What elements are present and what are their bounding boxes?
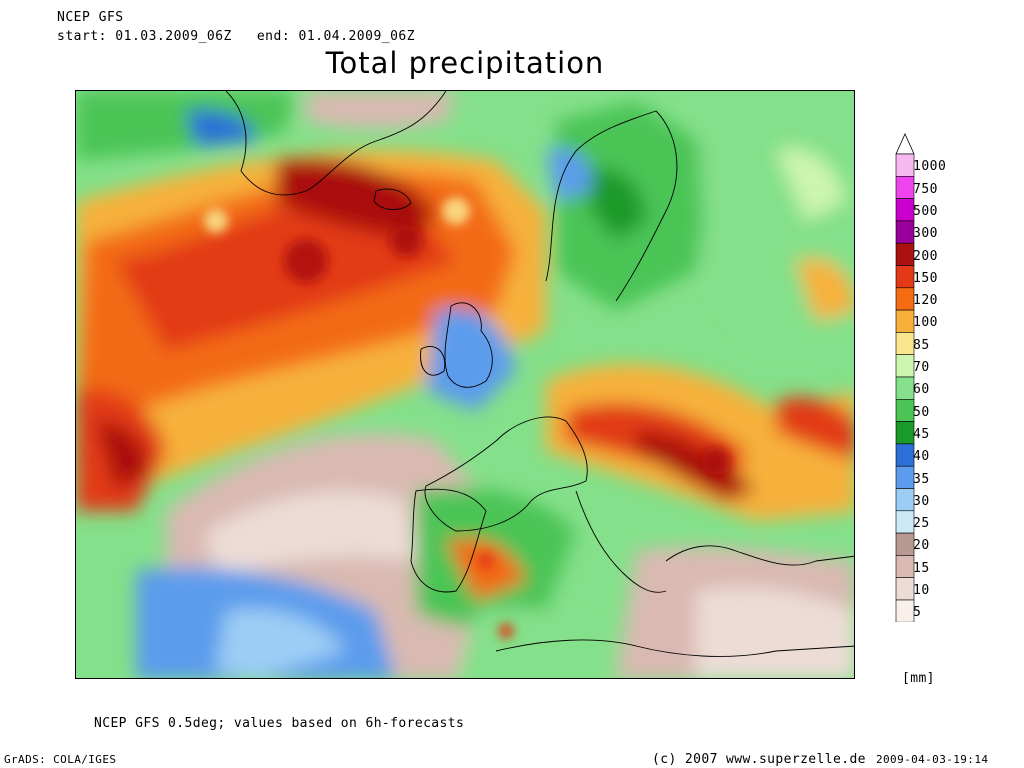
legend-swatch-200 (895, 242, 915, 266)
legend-label-50: 50 (913, 404, 930, 420)
legend-swatch-85 (895, 332, 915, 355)
grads-credit: GrADS: COLA/IGES (4, 753, 117, 766)
legend-swatch-300 (895, 220, 915, 244)
units-label: [mm] (902, 671, 935, 686)
legend-label-40: 40 (913, 449, 930, 465)
legend-label-70: 70 (913, 360, 930, 375)
legend-swatch-10 (895, 577, 915, 601)
legend-label-750: 750 (913, 181, 938, 197)
legend-swatch-750 (895, 175, 915, 199)
legend-label-300: 300 (913, 226, 938, 242)
legend-swatch-20 (895, 532, 915, 556)
end-date: 01.04.2009_06Z (298, 29, 416, 44)
period-line: start: 01.03.2009_06Z end: 01.04.2009_06… (57, 29, 415, 44)
map-title: Total precipitation (325, 46, 605, 80)
legend-swatch-45 (895, 421, 915, 445)
end-label: end: (256, 29, 291, 44)
legend-swatch-100 (895, 309, 915, 333)
legend-swatch-35 (895, 465, 915, 489)
timestamp: 2009-04-03-19:14 (876, 753, 989, 766)
legend-label-60: 60 (913, 382, 930, 398)
legend-swatch-500 (895, 198, 915, 222)
model-name: NCEP GFS (57, 10, 124, 25)
legend-label-200: 200 (913, 248, 938, 264)
legend-swatch-30 (895, 488, 915, 512)
legend-label-15: 15 (913, 560, 930, 576)
legend-swatch-120 (895, 287, 915, 311)
legend-label-500: 500 (913, 203, 938, 219)
legend-swatch-60 (895, 376, 915, 400)
legend-swatch-15 (895, 555, 915, 578)
precipitation-map (75, 90, 855, 679)
legend-label-1000: 1000 (913, 159, 947, 175)
legend-swatch-25 (895, 510, 915, 534)
legend-label-100: 100 (913, 315, 938, 331)
legend-swatch-40 (895, 443, 915, 467)
legend-swatch-5 (895, 599, 915, 622)
legend-swatch-50 (895, 398, 915, 422)
legend-top-arrow (895, 133, 915, 155)
legend-swatch-150 (895, 265, 915, 289)
legend-label-45: 45 (913, 426, 930, 442)
start-date: 01.03.2009_06Z (115, 29, 232, 44)
legend-label-150: 150 (913, 270, 938, 286)
legend-label-85: 85 (913, 337, 930, 353)
start-label: start: (57, 29, 107, 44)
precipitation-field (76, 91, 854, 678)
legend-label-5: 5 (913, 605, 922, 621)
legend-label-30: 30 (913, 493, 930, 509)
legend-label-120: 120 (913, 293, 938, 309)
legend-swatch-1000 (895, 153, 915, 177)
legend-swatch-70 (895, 354, 915, 378)
copyright: (c) 2007 www.superzelle.de (652, 752, 866, 767)
legend-label-25: 25 (913, 516, 930, 532)
legend-label-35: 35 (913, 471, 930, 487)
data-note: NCEP GFS 0.5deg; values based on 6h-fore… (94, 716, 465, 731)
color-scale-bar (895, 133, 915, 622)
legend-label-20: 20 (913, 538, 930, 554)
legend-label-10: 10 (913, 583, 930, 598)
